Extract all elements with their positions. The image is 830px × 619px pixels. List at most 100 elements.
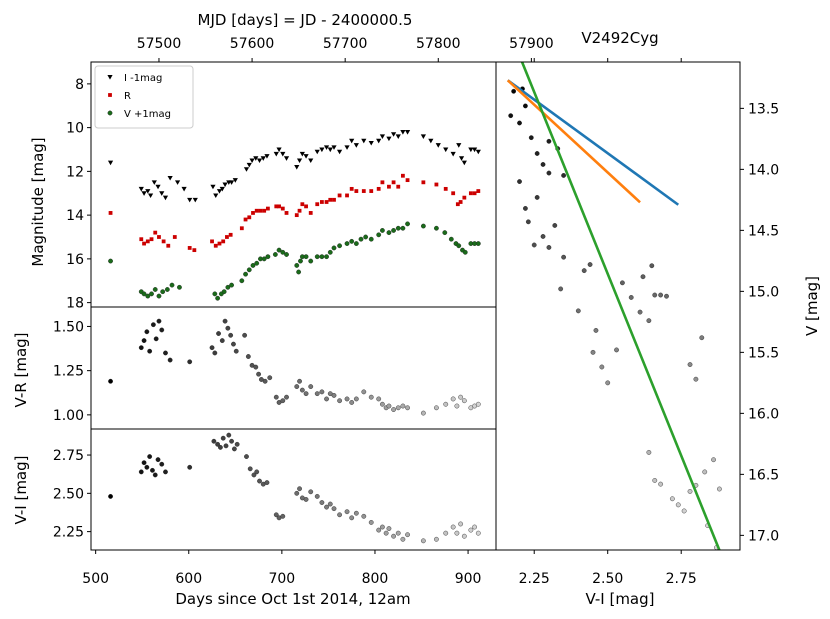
data-point [187,197,193,203]
data-point [637,309,643,315]
data-point [646,449,652,455]
data-point [386,230,392,236]
data-point [294,213,299,218]
legend-label: V +1mag [124,109,171,120]
y-tick-label: 13.5 [748,101,779,117]
data-point [534,151,540,156]
left-xlabel: Days since Oct 1st 2014, 12am [175,590,410,608]
data-point [157,235,161,239]
data-point [324,396,329,402]
data-point [443,186,448,191]
data-point [458,156,465,161]
data-point [546,138,552,144]
data-point [262,378,268,384]
data-point [187,246,192,250]
data-point [297,486,302,492]
green-line [520,62,721,550]
data-point [324,200,329,204]
data-point [369,189,374,193]
data-point [144,329,150,335]
v-i-panel: 2.25 2.50 2.75 500 600 700 800 900 [53,432,481,587]
data-point [540,234,546,239]
data-point [153,230,158,235]
data-point [225,325,231,331]
data-point [420,538,426,544]
data-point [649,263,655,269]
data-point [461,533,467,539]
top-x-tick-label: 57900 [509,36,554,52]
data-point [265,206,270,211]
data-point [368,394,374,400]
data-point [376,396,382,402]
data-point [361,389,367,395]
top-x-tick-label: 57800 [416,36,461,52]
top-x-tick-label: 57600 [230,36,275,52]
data-point [147,454,153,459]
data-point [693,376,699,382]
x-tick-label: 2.50 [592,571,623,587]
data-point [455,202,460,207]
data-point [599,364,605,370]
data-point [376,186,381,191]
legend-label: I -1mag [124,73,162,84]
data-point [215,295,221,301]
data-point [332,197,336,202]
data-point [294,263,300,268]
data-point [220,435,226,441]
v-r-ylabel: V-R [mag] [12,332,30,407]
y-tick-label: 15.5 [748,345,779,361]
data-point [546,245,552,250]
data-point [434,405,439,411]
data-point [336,149,343,155]
data-point [717,486,722,492]
data-point [458,394,464,400]
data-point [222,182,228,188]
data-point [395,405,401,411]
data-point [253,156,259,161]
data-point [308,489,314,495]
data-point [354,189,359,193]
data-point [327,249,333,255]
data-point [376,527,382,533]
data-point [108,211,113,215]
data-point [274,204,279,209]
y-tick-label: 8 [75,77,84,93]
data-point [349,515,355,521]
data-point [149,237,154,242]
data-point [658,481,664,487]
data-point [368,520,374,525]
data-point [395,134,401,139]
data-point [231,446,237,452]
data-point [450,524,456,530]
legend-marker [107,110,113,116]
data-point [213,243,218,248]
data-point [324,254,329,260]
y-tick-label: 1.25 [53,364,84,380]
data-point [475,530,481,536]
data-point [141,191,147,196]
data-point [472,191,477,196]
data-point [658,292,664,298]
data-point [640,274,646,280]
data-point [284,394,289,400]
data-point [108,378,113,384]
data-point [145,189,151,194]
data-point [450,396,456,402]
data-point [251,211,255,215]
cmd-frame [495,61,741,551]
data-point [251,472,257,478]
data-point [353,143,359,148]
data-point [664,293,669,299]
data-point [614,347,619,353]
data-point [421,180,426,185]
y-tick-label: 1.00 [53,408,84,424]
data-point [138,345,144,351]
data-point [159,191,165,196]
data-point [163,469,168,475]
data-point [155,184,161,190]
orange-line [506,79,641,204]
data-point [300,202,305,207]
data-point [450,151,456,157]
data-point [395,225,401,231]
data-point [243,217,248,222]
